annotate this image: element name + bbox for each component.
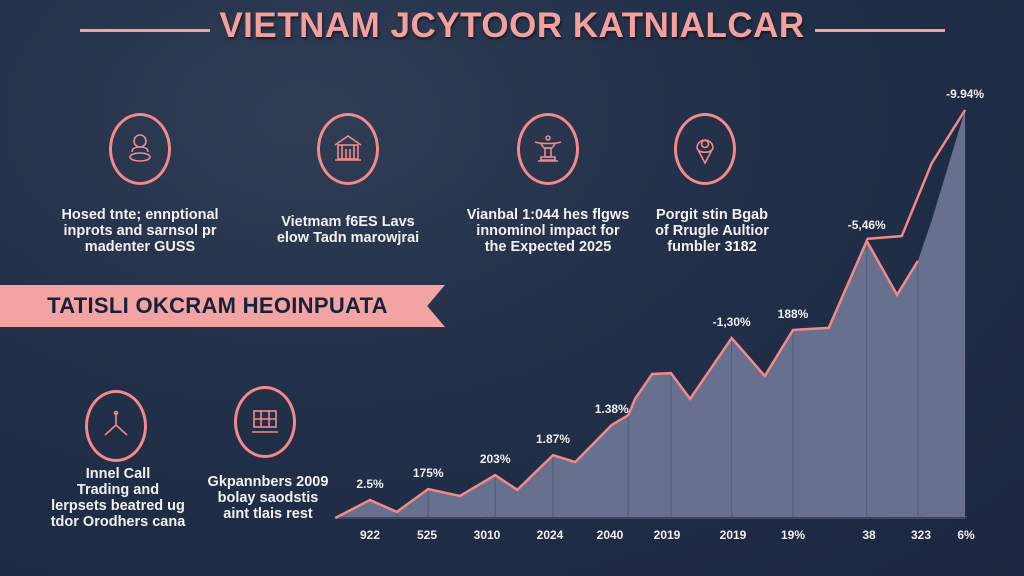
title-rule-right [815,29,945,32]
caption-line: aint tlais rest [223,506,313,522]
x-tick-label: 323 [911,528,931,542]
chart-area-fill [335,110,966,518]
caption-line: elow Tadn marowjrai [276,230,420,246]
feature-caption-2: Vietmam f6ES Lavs elow Tadn marowjrai [277,214,419,246]
caption-line: innominol impact for [476,223,620,239]
caption-line: lerpsets beatred ug [51,498,185,514]
caption-line: tdor Orodhers cana [50,514,186,530]
feature-caption-4: Porgit stin Bgab of Rrugle Aultior fumbl… [655,207,769,255]
pagoda-monument-icon [517,113,579,185]
feature-caption-6: Gkpannbers 2009 bolay saodstis aint tlai… [208,474,329,522]
temple-building-icon [317,113,379,185]
x-tick-label: 38 [862,528,876,542]
data-label: 1.38% [595,402,629,416]
section-banner: TATISLI OKCRAM HEOINPUATA [0,285,445,327]
feature-caption-1: Hosed tnte; ennptional inprots and sarns… [61,207,218,255]
x-tick-label: 2019 [720,528,747,542]
x-tick-label: 6% [957,528,975,542]
caption-line: Vianbal 1:044 hes flgws [466,207,630,223]
caption-line: bolay saodstis [217,490,319,506]
x-tick-label: 922 [360,528,380,542]
caption-line: Vietmam f6ES Lavs [281,214,415,230]
caption-line: inprots and sarnsol pr [63,223,217,239]
series-line-0 [334,238,919,520]
caption-line: Hosed tnte; ennptional [61,207,219,223]
data-label: 1.87% [536,432,570,446]
caption-line: Trading and [76,482,160,498]
caption-line: Innel Call [85,466,151,482]
data-label: 175% [413,466,444,480]
x-tick-label: 2024 [537,528,564,542]
feature-caption-3: Vianbal 1:044 hes flgws innominol impact… [467,207,630,255]
page-title: VIETNAM JCYTOOR KATNIALCAR [219,6,805,45]
data-label: -9.94% [946,87,984,101]
data-label: 203% [480,452,511,466]
caption-line: the Expected 2025 [484,239,612,255]
caption-line: Gkpannbers 2009 [207,474,329,490]
tripod-tool-icon [85,390,147,462]
x-tick-label: 3010 [474,528,501,542]
x-tick-label: 2040 [597,528,624,542]
grid-window-icon [234,386,296,458]
caption-line: of Rrugle Aultior [655,223,769,239]
title-rule-left [80,29,210,32]
data-label: -5,46% [848,218,886,232]
feature-caption-5: Innel Call Trading and lerpsets beatred … [51,466,186,530]
caption-line: fumbler 3182 [667,239,757,255]
series-line-1 [866,109,967,241]
buddha-statue-icon [109,113,171,185]
x-tick-label: 525 [417,528,437,542]
caption-line: madenter GUSS [84,239,196,255]
data-label: -1,30% [713,315,751,329]
data-label: 2.5% [356,477,384,491]
location-pin-icon [674,113,736,185]
x-tick-label: 19% [781,528,805,542]
banner-text: TATISLI OKCRAM HEOINPUATA [47,293,388,318]
caption-line: Porgit stin Bgab [656,207,768,223]
x-tick-label: 2019 [654,528,681,542]
data-label: 188% [778,307,809,321]
